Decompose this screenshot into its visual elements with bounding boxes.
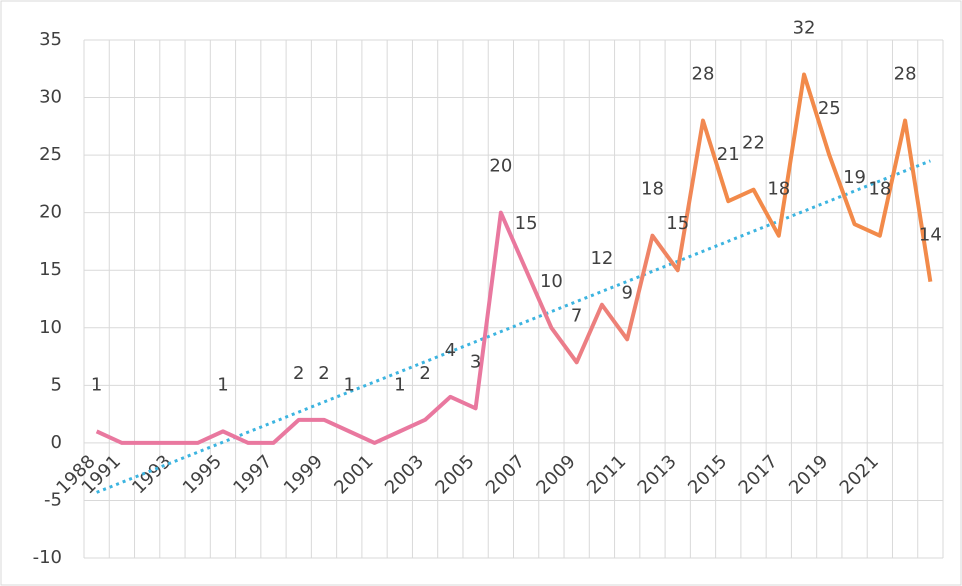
data-label: 25 bbox=[818, 98, 841, 119]
data-label: 9 bbox=[621, 282, 632, 303]
data-label: 32 bbox=[793, 18, 816, 39]
data-label: 18 bbox=[767, 179, 790, 200]
y-tick-label: -10 bbox=[33, 547, 62, 568]
data-label: 12 bbox=[590, 248, 613, 269]
data-label: 21 bbox=[717, 144, 740, 165]
data-label: 15 bbox=[515, 213, 538, 234]
data-label: 28 bbox=[692, 64, 715, 85]
data-line bbox=[95, 72, 933, 445]
data-label: 18 bbox=[868, 179, 891, 200]
data-label: 3 bbox=[470, 351, 481, 372]
data-label: 1 bbox=[91, 374, 102, 395]
y-tick-label: 0 bbox=[51, 432, 62, 453]
data-label: 28 bbox=[894, 64, 917, 85]
data-label: 1 bbox=[344, 374, 355, 395]
data-label: 14 bbox=[919, 225, 942, 246]
y-tick-label: 35 bbox=[39, 29, 62, 50]
y-tick-label: 25 bbox=[39, 144, 62, 165]
data-label: 4 bbox=[445, 340, 456, 361]
data-label: 15 bbox=[666, 213, 689, 234]
data-label: 7 bbox=[571, 305, 582, 326]
y-tick-label: 5 bbox=[51, 374, 62, 395]
data-label: 10 bbox=[540, 271, 563, 292]
y-tick-label: 10 bbox=[39, 317, 62, 338]
data-label: 20 bbox=[489, 156, 512, 177]
y-tick-label: 15 bbox=[39, 259, 62, 280]
data-label: 2 bbox=[293, 363, 304, 384]
data-label: 1 bbox=[394, 374, 405, 395]
y-tick-label: -5 bbox=[44, 489, 62, 510]
data-label: 1 bbox=[217, 374, 228, 395]
y-tick-label: 20 bbox=[39, 202, 62, 223]
data-label: 2 bbox=[318, 363, 329, 384]
data-label: 22 bbox=[742, 133, 765, 154]
data-label: 19 bbox=[843, 167, 866, 188]
data-label: 18 bbox=[641, 179, 664, 200]
data-label: 2 bbox=[419, 363, 430, 384]
y-tick-label: 30 bbox=[39, 87, 62, 108]
